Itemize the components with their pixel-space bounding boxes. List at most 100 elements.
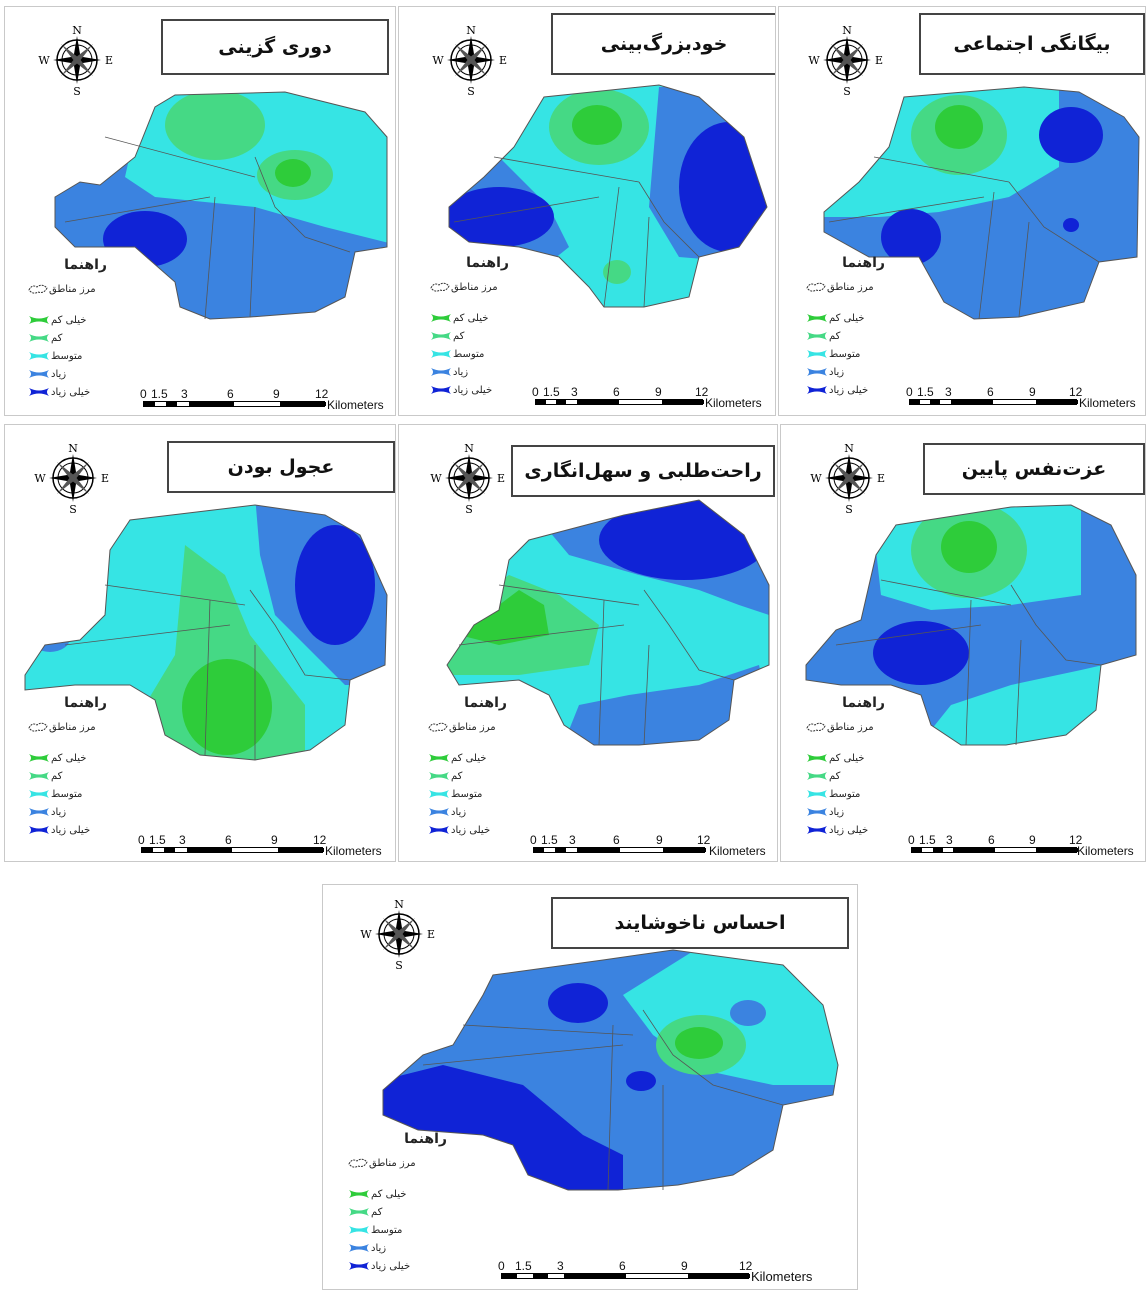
legend-item-high: زیاد xyxy=(347,1239,447,1257)
scale-bar: 0 1.5 3 6 9 12 Kilometers xyxy=(532,385,762,410)
legend-item-medium: متوسط xyxy=(429,345,509,363)
legend-boundary: مرز مناطق xyxy=(27,279,107,299)
svg-text:E: E xyxy=(499,54,507,67)
map-legend: راهنما مرز مناطق خیلی کم کم متوسط زیاد خ… xyxy=(429,255,509,399)
svg-text:N: N xyxy=(842,25,852,37)
legend-item-high: زیاد xyxy=(805,363,885,381)
legend-item-low: کم xyxy=(805,327,885,345)
legend-item-high: زیاد xyxy=(27,803,107,821)
legend-item-very-low: خیلی کم xyxy=(805,749,885,767)
legend-boundary: مرز مناطق xyxy=(427,717,507,737)
legend-boundary: مرز مناطق xyxy=(27,717,107,737)
svg-text:N: N xyxy=(394,899,404,911)
north-arrow-compass: N S E W xyxy=(29,24,125,98)
scale-bar: 0 1.5 3 6 9 12 Kilometers xyxy=(138,833,382,858)
map-title: خودبزرگ‌بینی xyxy=(551,13,775,75)
legend-item-very-high: خیلی زیاد xyxy=(347,1257,447,1275)
svg-text:E: E xyxy=(427,928,435,941)
legend-item-very-high: خیلی زیاد xyxy=(427,821,507,839)
legend-title: راهنما xyxy=(464,695,507,711)
legend-title: راهنما xyxy=(404,1131,447,1147)
map-legend: راهنما مرز مناطق خیلی کم کم متوسط زیاد خ… xyxy=(27,695,107,839)
legend-item-medium: متوسط xyxy=(27,785,107,803)
map-panel-4: N S E W عجول بودن راهنما مرز مناطق خیلی … xyxy=(4,424,396,862)
map-panel-3: N S E W بیگانگی اجتماعی راهنما مرز مناطق… xyxy=(778,6,1146,416)
svg-text:W: W xyxy=(432,54,444,67)
legend-boundary: مرز مناطق xyxy=(347,1153,447,1173)
choropleth-map xyxy=(446,499,770,746)
svg-text:N: N xyxy=(844,443,854,455)
legend-item-low: کم xyxy=(427,767,507,785)
legend-boundary: مرز مناطق xyxy=(429,277,509,297)
legend-item-medium: متوسط xyxy=(427,785,507,803)
map-panel-1: N S E W دوری گزینی راهنما مرز مناطق خیلی… xyxy=(4,6,396,416)
svg-text:N: N xyxy=(464,443,474,455)
legend-item-low: کم xyxy=(27,329,107,347)
svg-text:S: S xyxy=(845,503,853,513)
legend-item-very-low: خیلی کم xyxy=(429,309,509,327)
legend-item-low: کم xyxy=(347,1203,447,1221)
legend-item-very-high: خیلی زیاد xyxy=(805,821,885,839)
svg-text:E: E xyxy=(875,54,883,67)
legend-item-low: کم xyxy=(27,767,107,785)
north-arrow-compass: N S E W xyxy=(799,24,895,98)
map-legend: راهنما مرز مناطق خیلی کم کم متوسط زیاد خ… xyxy=(805,695,885,839)
svg-text:W: W xyxy=(38,54,50,67)
legend-item-medium: متوسط xyxy=(27,347,107,365)
north-arrow-compass: N S E W xyxy=(801,442,897,516)
legend-item-low: کم xyxy=(429,327,509,345)
legend-item-medium: متوسط xyxy=(347,1221,447,1239)
north-arrow-compass: N S E W xyxy=(421,442,517,516)
scale-bar: 0 1.5 3 6 9 12 Kilometers xyxy=(906,385,1136,410)
legend-item-high: زیاد xyxy=(427,803,507,821)
svg-text:N: N xyxy=(466,25,476,37)
legend-item-very-low: خیلی کم xyxy=(27,749,107,767)
svg-text:S: S xyxy=(467,85,475,95)
map-title: دوری گزینی xyxy=(161,19,389,75)
legend-title: راهنما xyxy=(842,255,885,271)
north-arrow-compass: N S E W xyxy=(351,898,447,972)
map-title: بیگانگی اجتماعی xyxy=(919,13,1145,75)
svg-text:W: W xyxy=(808,54,820,67)
legend-item-very-low: خیلی کم xyxy=(427,749,507,767)
map-title: عجول بودن xyxy=(167,441,395,493)
map-legend: راهنما مرز مناطق خیلی کم کم متوسط زیاد خ… xyxy=(427,695,507,839)
north-arrow-compass: N S E W xyxy=(423,24,519,98)
choropleth-map xyxy=(823,86,1140,320)
scale-bar: 0 1.5 3 6 9 12 Kilometers xyxy=(908,833,1134,858)
map-panel-7: N S E W احساس ناخوشایند راهنما مرز مناطق… xyxy=(322,884,858,1290)
map-legend: راهنما مرز مناطق خیلی کم کم متوسط زیاد خ… xyxy=(27,257,107,401)
svg-text:W: W xyxy=(360,928,372,941)
legend-title: راهنما xyxy=(842,695,885,711)
svg-text:S: S xyxy=(73,85,81,95)
legend-item-low: کم xyxy=(805,767,885,785)
map-panel-2: N S E W خودبزرگ‌بینی راهنما مرز مناطق خی… xyxy=(398,6,776,416)
choropleth-map xyxy=(382,949,839,1191)
svg-text:S: S xyxy=(395,959,403,969)
legend-boundary: مرز مناطق xyxy=(805,277,885,297)
legend-item-very-low: خیلی کم xyxy=(27,311,107,329)
legend-item-high: زیاد xyxy=(429,363,509,381)
north-arrow-compass: N S E W xyxy=(25,442,121,516)
map-legend: راهنما مرز مناطق خیلی کم کم متوسط زیاد خ… xyxy=(347,1131,447,1275)
legend-boundary: مرز مناطق xyxy=(805,717,885,737)
scale-bar: 0 1.5 3 6 9 12 Kilometers xyxy=(140,387,384,412)
scale-bar: 0 1.5 3 6 9 12 Kilometers xyxy=(498,1259,813,1284)
choropleth-map xyxy=(24,504,388,761)
legend-title: راهنما xyxy=(64,257,107,273)
legend-title: راهنما xyxy=(64,695,107,711)
legend-item-medium: متوسط xyxy=(805,785,885,803)
svg-text:N: N xyxy=(68,443,78,455)
legend-item-very-high: خیلی زیاد xyxy=(27,821,107,839)
svg-text:W: W xyxy=(430,472,442,485)
legend-item-very-high: خیلی زیاد xyxy=(429,381,509,399)
svg-text:E: E xyxy=(497,472,505,485)
scale-bar: 0 1.5 3 6 9 12 Kilometers xyxy=(530,833,766,858)
map-title: احساس ناخوشایند xyxy=(551,897,849,949)
legend-title: راهنما xyxy=(466,255,509,271)
map-title: راحت‌طلبی و سهل‌انگاری xyxy=(511,445,775,497)
map-legend: راهنما مرز مناطق خیلی کم کم متوسط زیاد خ… xyxy=(805,255,885,399)
legend-item-medium: متوسط xyxy=(805,345,885,363)
map-panel-5: N S E W راحت‌طلبی و سهل‌انگاری راهنما مر… xyxy=(398,424,778,862)
svg-text:E: E xyxy=(877,472,885,485)
